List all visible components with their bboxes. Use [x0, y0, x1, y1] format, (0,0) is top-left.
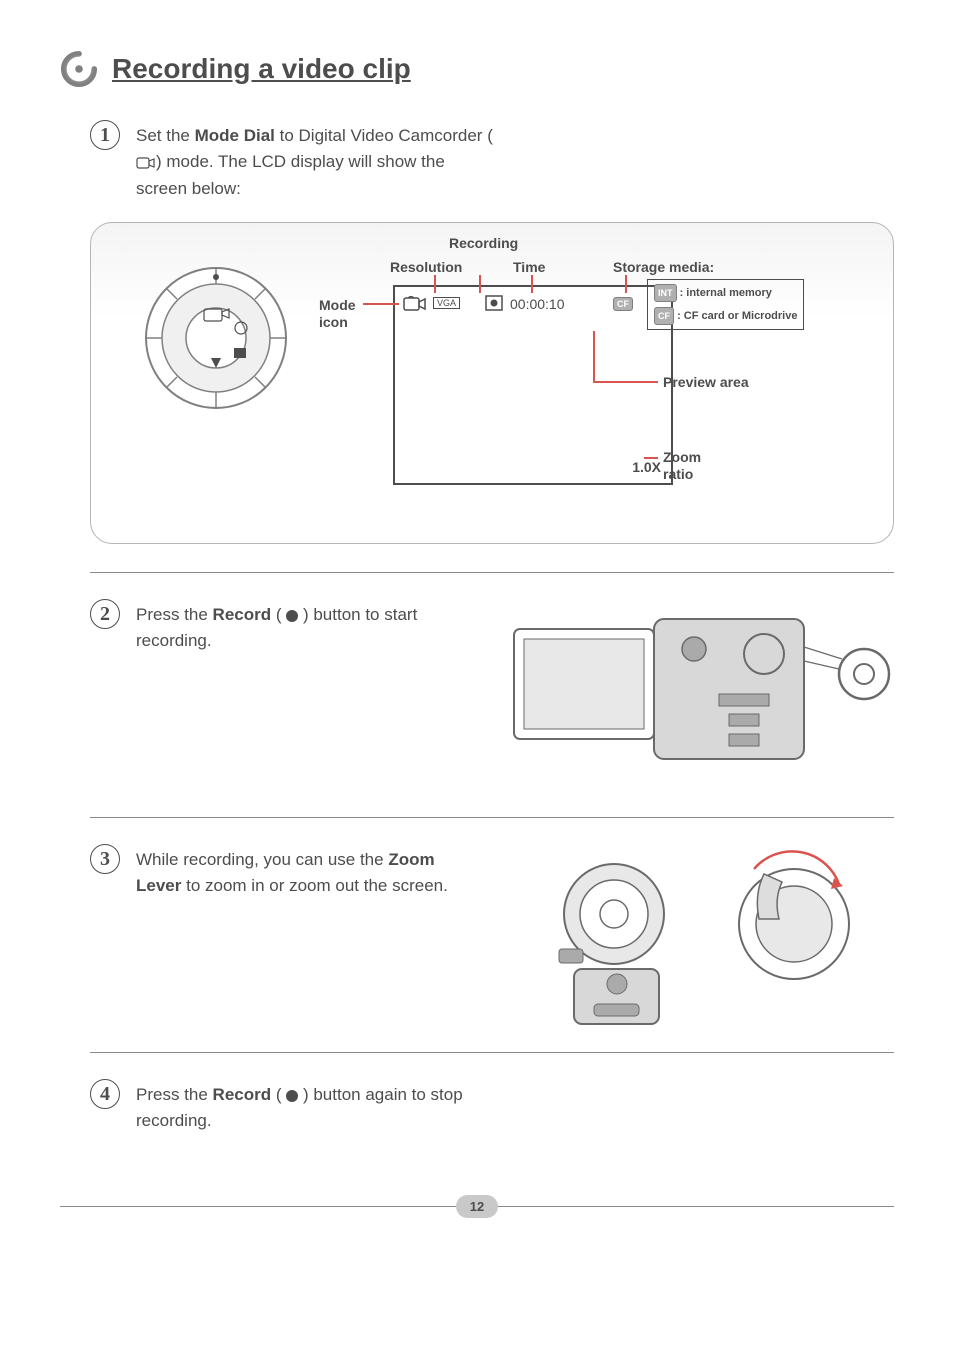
- callout-line: [644, 457, 658, 459]
- step-text: Press the Record ( ) button again to sto…: [136, 1079, 476, 1135]
- page-footer: 12: [60, 1195, 894, 1218]
- label-preview: Preview area: [663, 374, 749, 391]
- footer-line: [60, 1206, 456, 1207]
- lcd-screen: VGA 00:00:10 CF 1.0X: [393, 285, 673, 485]
- storage-badge: CF: [613, 295, 633, 311]
- mode-icon-small: [403, 295, 427, 316]
- page-number: 12: [456, 1195, 498, 1218]
- label-resolution: Resolution: [390, 259, 462, 276]
- camcorder-zoom-illustration: [534, 844, 894, 1034]
- mode-dial-illustration: [131, 253, 301, 423]
- storage-legend: INT : internal memory CF : CF card or Mi…: [647, 279, 804, 330]
- label-zoom: Zoomratio: [663, 449, 701, 483]
- step-text: Press the Record ( ) button to start rec…: [136, 599, 436, 655]
- step-number: 1: [90, 120, 120, 150]
- camcorder-record-illustration: [504, 599, 894, 799]
- record-dot-icon: [286, 610, 298, 622]
- step-3-row: 3 While recording, you can use the Zoom …: [60, 844, 894, 1034]
- time-value: 00:00:10: [510, 296, 565, 312]
- step-text: Set the Mode Dial to Digital Video Camco…: [136, 120, 496, 202]
- power-swirl-icon: [60, 50, 98, 88]
- page-header: Recording a video clip: [60, 50, 894, 88]
- resolution-badge: VGA: [433, 297, 460, 309]
- step-3: 3 While recording, you can use the Zoom …: [60, 844, 514, 900]
- step-number: 2: [90, 599, 120, 629]
- camcorder-mode-icon: [136, 156, 156, 170]
- step-number: 3: [90, 844, 120, 874]
- step-4: 4 Press the Record ( ) button again to s…: [60, 1079, 894, 1135]
- record-indicator: [485, 295, 503, 314]
- separator: [90, 817, 894, 818]
- callout-line: [363, 303, 399, 305]
- step-2-row: 2 Press the Record ( ) button to start r…: [60, 599, 894, 799]
- separator: [90, 572, 894, 573]
- step-1: 1 Set the Mode Dial to Digital Video Cam…: [60, 120, 894, 202]
- label-storage: Storage media:: [613, 259, 714, 276]
- zoom-value: 1.0X: [632, 459, 661, 475]
- step-text: While recording, you can use the Zoom Le…: [136, 844, 456, 900]
- separator: [90, 1052, 894, 1053]
- label-recording: Recording: [449, 235, 518, 252]
- record-dot-icon: [286, 1090, 298, 1102]
- callout-line: [625, 275, 627, 293]
- label-mode-icon: Modeicon: [319, 297, 356, 331]
- callout-line: [434, 275, 436, 293]
- lcd-diagram: VGA 00:00:10 CF 1.0X Modeicon Resolution…: [90, 222, 894, 544]
- step-number: 4: [90, 1079, 120, 1109]
- label-time: Time: [513, 259, 545, 276]
- callout-line: [531, 275, 533, 293]
- page-title: Recording a video clip: [112, 53, 411, 85]
- footer-line: [498, 1206, 894, 1207]
- callout-line: [593, 331, 595, 381]
- step-2: 2 Press the Record ( ) button to start r…: [60, 599, 484, 655]
- callout-line: [479, 275, 481, 293]
- callout-line: [593, 381, 658, 383]
